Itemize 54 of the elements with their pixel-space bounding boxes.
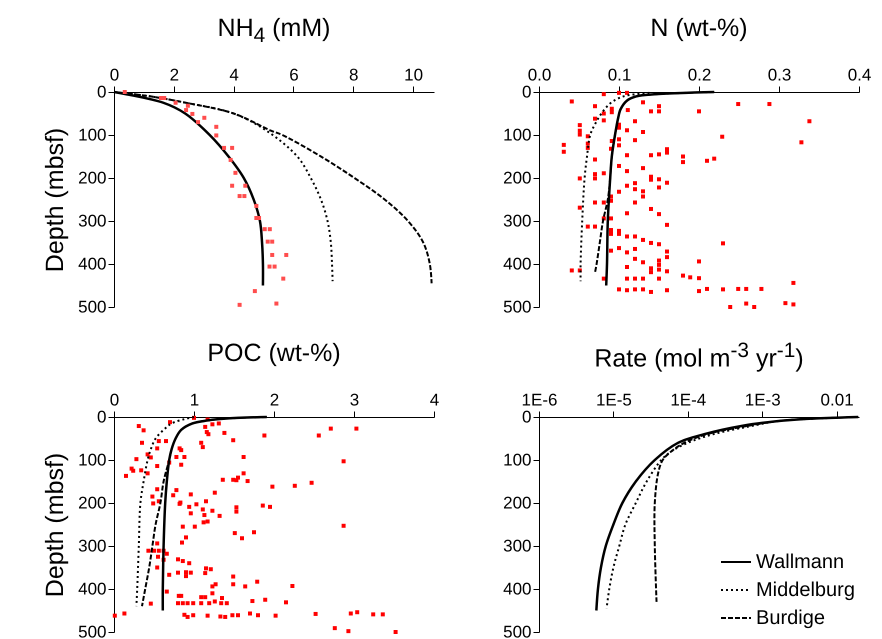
x-tick-label: 0.3 [768, 66, 792, 84]
y-tick-label: 500 [78, 298, 106, 316]
x-tick-label: 0.4 [848, 66, 872, 84]
x-tick-label: 1E-4 [670, 390, 706, 410]
y-tick-label: 0 [97, 408, 106, 426]
x-tick-label: 6 [289, 66, 299, 84]
x-tick-label: 1E-5 [596, 390, 632, 410]
y-tick-label: 300 [78, 212, 106, 230]
x-tick-label: 2 [170, 66, 180, 84]
legend-label: Wallmann [756, 551, 844, 573]
x-tick-label: 3 [350, 390, 360, 410]
chart-title: N (wt-%) [649, 14, 749, 43]
x-tick-label: 0 [110, 390, 120, 410]
y-tick-label: 300 [503, 536, 532, 556]
chart-title: NH$_{4}$ (mM) [216, 14, 332, 48]
x-tick-label: 10 [404, 66, 424, 84]
y-tick-label: 200 [503, 494, 532, 512]
chart-title: POC (wt-%) [206, 339, 342, 368]
x-tick-label: 8 [349, 66, 358, 84]
y-tick-label: 500 [78, 622, 106, 639]
y-tick-label: 100 [503, 126, 532, 144]
legend-label: Middelburg [756, 579, 855, 601]
x-tick-label: 0.0 [528, 66, 552, 84]
y-tick-label: 0 [522, 82, 532, 102]
chart-title: Rate (mol m$^{-3}$ yr$^{-1}$) [593, 339, 805, 374]
y-tick-label: 200 [78, 494, 106, 512]
y-tick-label: 100 [503, 450, 532, 470]
x-tick-label: 1E-6 [522, 390, 558, 410]
x-tick-label: 0.01 [820, 390, 854, 410]
legend-label: Burdige [756, 607, 825, 629]
y-axis-title: Depth (mbsf) [41, 452, 70, 598]
y-tick-label: 100 [78, 450, 106, 470]
x-tick-label: 0.2 [688, 66, 712, 84]
y-tick-label: 400 [78, 254, 106, 274]
y-tick-label: 300 [503, 212, 532, 230]
y-tick-label: 300 [78, 536, 106, 556]
y-tick-label: 400 [503, 254, 532, 274]
x-tick-label: 4 [229, 66, 239, 84]
x-tick-label: 2 [270, 390, 280, 410]
y-tick-label: 400 [503, 580, 532, 598]
y-tick-label: 500 [503, 298, 532, 316]
x-tick-label: 1 [190, 390, 200, 410]
x-tick-label: 0.1 [608, 66, 632, 84]
y-tick-label: 0 [97, 82, 106, 102]
x-tick-label: 4 [430, 390, 440, 410]
y-tick-label: 100 [78, 126, 106, 144]
y-tick-label: 400 [78, 580, 106, 598]
y-tick-label: 0 [522, 408, 532, 426]
y-tick-label: 500 [503, 622, 532, 639]
y-tick-label: 200 [78, 168, 106, 188]
x-tick-label: 1E-3 [744, 390, 781, 410]
y-axis-title: Depth (mbsf) [41, 128, 70, 272]
y-tick-label: 200 [503, 168, 532, 188]
x-tick-label: 0 [110, 66, 120, 84]
